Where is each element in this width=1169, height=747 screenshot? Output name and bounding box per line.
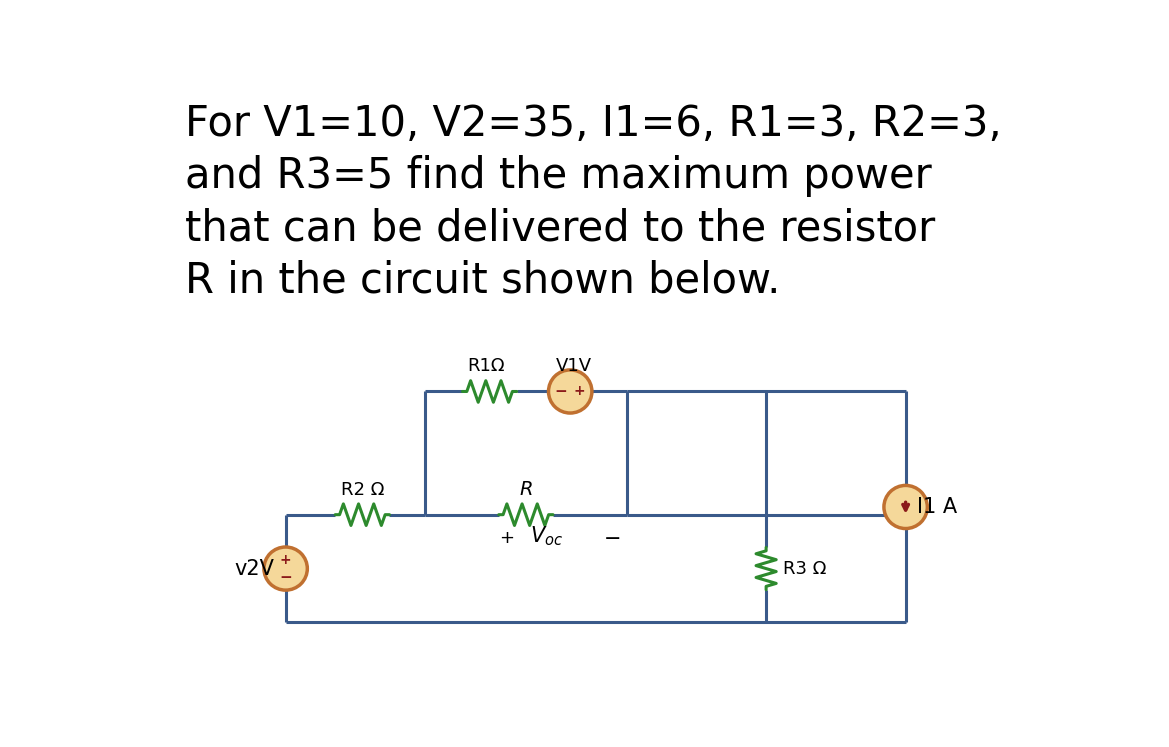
Text: +: +	[499, 529, 514, 547]
Text: −: −	[555, 384, 567, 399]
Text: R2 Ω: R2 Ω	[340, 481, 385, 499]
Circle shape	[548, 370, 592, 413]
Text: V1V: V1V	[556, 356, 593, 374]
Text: v2V: v2V	[234, 559, 274, 579]
Text: +: +	[279, 553, 291, 566]
Text: For V1=10, V2=35, I1=6, R1=3, R2=3,: For V1=10, V2=35, I1=6, R1=3, R2=3,	[185, 103, 1002, 145]
Text: +: +	[574, 385, 586, 398]
Text: R in the circuit shown below.: R in the circuit shown below.	[185, 260, 780, 302]
Text: −: −	[279, 570, 292, 585]
Text: I1 A: I1 A	[918, 497, 957, 517]
Text: that can be delivered to the resistor: that can be delivered to the resistor	[185, 208, 935, 249]
Text: −: −	[604, 529, 622, 548]
Text: and R3=5 find the maximum power: and R3=5 find the maximum power	[185, 155, 932, 197]
Text: R1Ω: R1Ω	[466, 356, 505, 374]
Circle shape	[884, 486, 927, 529]
Text: R: R	[519, 480, 533, 499]
Circle shape	[264, 547, 307, 590]
Text: R3 Ω: R3 Ω	[783, 560, 826, 577]
Text: $V_{oc}$: $V_{oc}$	[530, 524, 562, 548]
